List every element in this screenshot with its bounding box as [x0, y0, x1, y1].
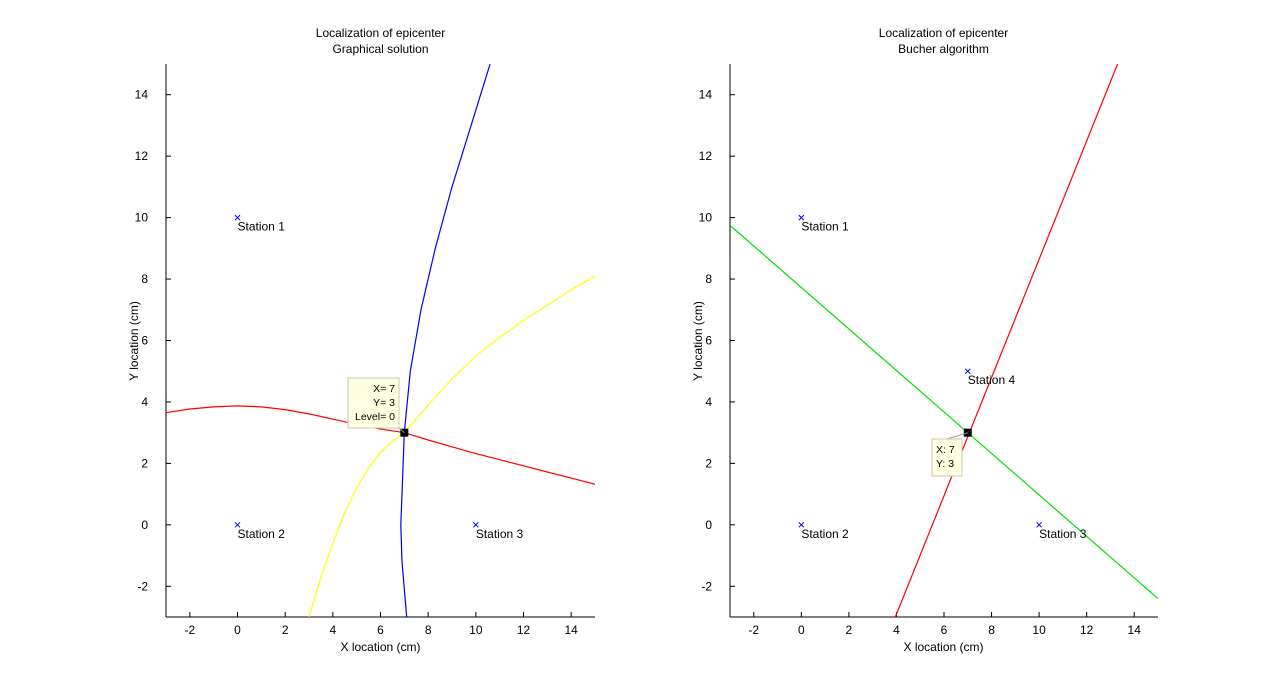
y-tick-label: 14 — [699, 88, 713, 102]
y-tick-label: 10 — [699, 211, 713, 225]
datatip-text: Y= 3 — [373, 397, 395, 409]
series-line — [730, 224, 1158, 600]
chart-title-line-1: Localization of epicenter — [879, 26, 1008, 40]
x-tick-label: 8 — [988, 623, 995, 637]
y-tick-label: 0 — [705, 518, 712, 532]
x-tick-label: 6 — [377, 623, 384, 637]
x-tick-label: 10 — [1032, 623, 1046, 637]
station-marker — [234, 521, 241, 528]
x-tick-label: 8 — [425, 623, 432, 637]
datatip-text: Y: 3 — [936, 458, 954, 470]
y-tick-label: 12 — [699, 149, 713, 163]
axes-bucher-algorithm: Localization of epicenter Bucher algorit… — [691, 26, 1158, 654]
x-axis-label: X location (cm) — [340, 640, 420, 654]
x-tick-label: 6 — [941, 623, 948, 637]
x-tick-label: 12 — [517, 623, 531, 637]
x-tick-label: 14 — [564, 623, 578, 637]
datatip-text: Level= 0 — [355, 411, 395, 423]
station-label: Station 1 — [238, 220, 286, 234]
x-tick-label: 10 — [469, 623, 483, 637]
x-tick-label: 0 — [798, 623, 805, 637]
x-tick-label: 12 — [1080, 623, 1094, 637]
datatip-box — [931, 438, 963, 477]
y-tick-label: 8 — [141, 272, 148, 286]
datatip-box — [347, 377, 400, 429]
datatip-pointer — [398, 427, 405, 434]
station-label: Station 3 — [476, 527, 524, 541]
x-tick-label: 4 — [329, 623, 336, 637]
x-tick-label: 14 — [1128, 623, 1142, 637]
station-marker — [472, 521, 479, 528]
series-line — [166, 405, 595, 485]
x-tick-label: 4 — [893, 623, 900, 637]
y-tick-label: 10 — [135, 211, 149, 225]
x-tick-label: -2 — [748, 623, 759, 637]
chart-title-line-1: Localization of epicenter — [316, 26, 445, 40]
y-tick-label: 4 — [705, 395, 712, 409]
station-label: Station 2 — [238, 527, 286, 541]
y-tick-label: 8 — [705, 272, 712, 286]
station-label: Station 1 — [801, 220, 849, 234]
station-label: Station 3 — [1039, 527, 1087, 541]
y-tick-label: 14 — [135, 88, 149, 102]
chart-title-line-2: Bucher algorithm — [898, 42, 989, 56]
x-tick-label: 2 — [846, 623, 853, 637]
y-tick-label: -2 — [137, 579, 148, 593]
y-tick-label: -2 — [701, 579, 712, 593]
y-axis-label: Y location (cm) — [127, 301, 141, 381]
axes-graphical-solution: Localization of epicenter Graphical solu… — [127, 26, 595, 654]
series-line — [400, 64, 491, 617]
chart-title-line-2: Graphical solution — [332, 42, 428, 56]
station-marker — [964, 368, 971, 375]
y-tick-label: 2 — [705, 456, 712, 470]
station-label: Station 2 — [801, 527, 849, 541]
station-label: Station 4 — [968, 373, 1016, 387]
y-tick-label: 4 — [141, 395, 148, 409]
datatip-text: X: 7 — [936, 444, 955, 456]
station-marker — [798, 214, 805, 221]
y-axis-label: Y location (cm) — [691, 301, 705, 381]
station-marker — [234, 214, 241, 221]
y-tick-label: 2 — [141, 456, 148, 470]
station-marker — [1036, 521, 1042, 528]
y-tick-label: 12 — [135, 149, 149, 163]
datatip-pointer — [946, 432, 968, 440]
x-tick-label: 0 — [234, 623, 241, 637]
y-tick-label: 0 — [141, 518, 148, 532]
y-tick-label: 6 — [705, 334, 712, 348]
station-marker — [798, 521, 805, 528]
x-tick-label: 2 — [282, 623, 289, 637]
y-tick-label: 6 — [141, 334, 148, 348]
series-line — [894, 64, 1119, 617]
datatip-text: X= 7 — [373, 383, 395, 395]
x-axis-label: X location (cm) — [903, 640, 983, 654]
x-tick-label: -2 — [184, 623, 195, 637]
